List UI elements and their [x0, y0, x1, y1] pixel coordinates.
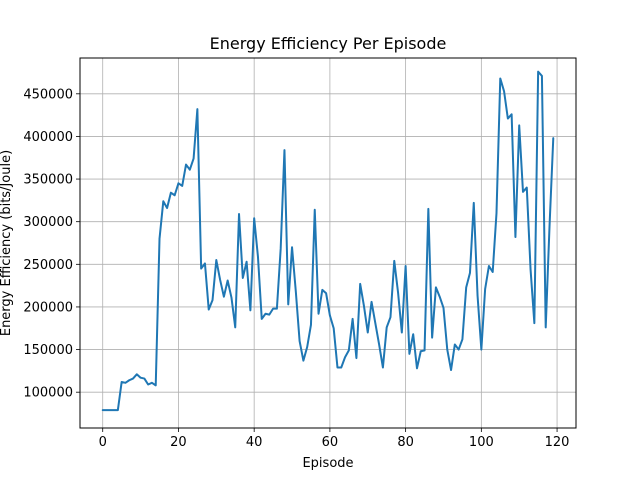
plot-area — [79, 57, 577, 429]
y-tick-label: 350000 — [23, 173, 73, 188]
x-tick-label: 120 — [545, 435, 570, 450]
y-tick-label: 250000 — [23, 258, 73, 273]
x-tick-label: 40 — [246, 435, 263, 450]
x-axis: 0 20 40 60 80 100 120 — [99, 428, 570, 450]
y-tick-label: 150000 — [23, 343, 73, 358]
x-tick-label: 80 — [397, 435, 414, 450]
y-tick-label: 450000 — [23, 87, 73, 102]
x-tick-label: 0 — [99, 435, 107, 450]
y-tick-label: 100000 — [23, 386, 73, 401]
x-tick-label: 60 — [322, 435, 339, 450]
y-tick-label: 300000 — [23, 215, 73, 230]
x-tick-label: 100 — [469, 435, 494, 450]
grid-lines — [80, 58, 576, 428]
y-tick-label: 400000 — [23, 130, 73, 145]
series-line — [101, 70, 555, 412]
y-tick-label: 200000 — [23, 300, 73, 315]
x-axis-label: Episode — [302, 456, 353, 471]
y-axis: 100000 150000 200000 250000 300000 350000 4000… — [23, 87, 80, 401]
x-tick-label: 20 — [170, 435, 187, 450]
chart-title: Energy Efficiency Per Episode — [210, 34, 447, 53]
y-axis-label: Energy Efficiency (bits/Joule) — [0, 150, 14, 336]
